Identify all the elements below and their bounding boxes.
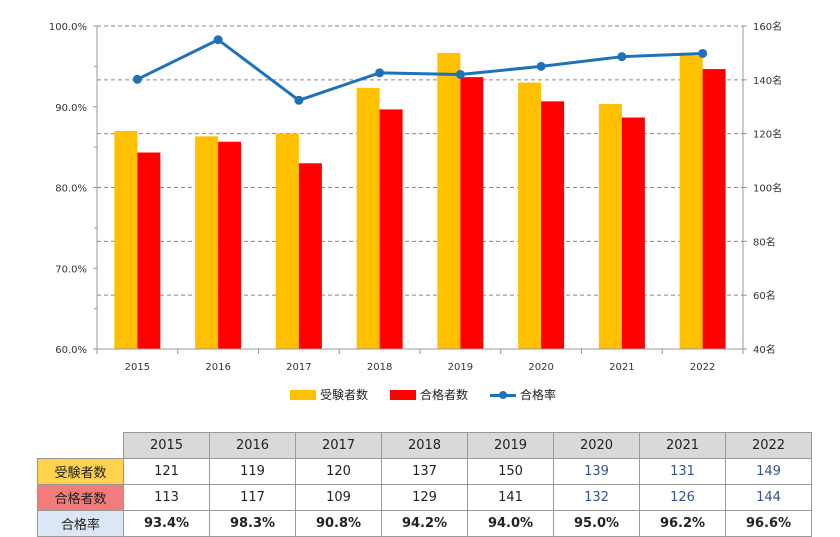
- table-cell: 149: [725, 458, 812, 485]
- left-tick-label: 70.0%: [55, 264, 87, 275]
- bar-exam: [598, 104, 622, 349]
- bar-pass: [379, 109, 403, 349]
- table-row-label: 合格率: [37, 510, 124, 537]
- legend-item-rate: 合格率: [490, 386, 556, 403]
- bar-pass: [702, 69, 726, 350]
- table-cell: 94.2%: [381, 510, 468, 537]
- table-year-header: 2018: [381, 432, 468, 459]
- bar-exam: [679, 55, 703, 349]
- x-tick-label: 2020: [528, 362, 553, 373]
- x-tick-label: 2019: [448, 362, 473, 373]
- rate-point: [132, 74, 142, 84]
- table-corner: [37, 432, 124, 459]
- bar-pass: [298, 163, 322, 349]
- rate-line: [136, 37, 703, 102]
- right-tick-label: 40名: [753, 343, 776, 356]
- table-cell: 117: [209, 484, 296, 511]
- rate-point: [617, 52, 627, 62]
- table-cell: 113: [123, 484, 210, 511]
- rate-point: [698, 48, 708, 58]
- x-tick-label: 2016: [205, 362, 230, 373]
- left-tick-label: 80.0%: [55, 184, 87, 195]
- table-cell: 98.3%: [209, 510, 296, 537]
- table-year-header: 2022: [725, 432, 812, 459]
- table-row-label: 合格者数: [37, 484, 124, 511]
- combo-chart: 60.0% 70.0% 80.0% 90.0% 100.0% 40名 60名 80名 100名 1…: [49, 20, 782, 373]
- table-cell: 132: [553, 484, 640, 511]
- table-cell: 93.4%: [123, 510, 210, 537]
- legend-label-pass: 合格者数: [420, 388, 469, 402]
- right-tick-label: 100名: [753, 182, 782, 195]
- x-tick-label: 2022: [690, 362, 715, 373]
- table-cell: 119: [209, 458, 296, 485]
- table-header-row: 2015 2016 2017 2018 2019 2020 2021 2022: [37, 432, 812, 459]
- table-row-label: 受験者数: [37, 458, 124, 485]
- bar-pass: [541, 101, 565, 349]
- table-cell: 141: [467, 484, 554, 511]
- right-tick-label: 160名: [753, 20, 782, 33]
- table-cell: 137: [381, 458, 468, 485]
- bar-exam: [114, 130, 138, 349]
- table-cell: 96.6%: [725, 510, 812, 537]
- bar-pass: [460, 77, 484, 350]
- legend-swatch-pass: [390, 389, 417, 400]
- left-tick-label: 90.0%: [55, 103, 87, 114]
- table-row-pass: 合格者数 113 117 109 129 141 132 126 144: [37, 484, 812, 511]
- right-tick-label: 140名: [753, 74, 782, 87]
- rate-point: [455, 69, 465, 79]
- legend-item-pass: 合格者数: [390, 386, 468, 403]
- rate-point: [213, 35, 223, 45]
- bar-exam: [195, 136, 219, 349]
- legend-label-exam: 受験者数: [320, 388, 369, 402]
- legend-swatch-rate: [490, 390, 517, 400]
- right-tick-label: 80名: [753, 235, 776, 248]
- right-tick-label: 60名: [753, 289, 776, 302]
- table-cell: 120: [295, 458, 382, 485]
- bar-exam: [518, 82, 542, 350]
- left-tick-label: 100.0%: [49, 22, 87, 33]
- x-tick-label: 2017: [286, 362, 311, 373]
- rate-point: [536, 61, 546, 71]
- bar-exam: [437, 52, 461, 350]
- bar-exam: [275, 133, 299, 349]
- table-cell: 144: [725, 484, 812, 511]
- table-cell: 131: [639, 458, 726, 485]
- legend-item-exam: 受験者数: [290, 386, 368, 403]
- table-row-rate: 合格率 93.4% 98.3% 90.8% 94.2% 94.0% 95.0% …: [37, 510, 812, 537]
- table-year-header: 2021: [639, 432, 726, 459]
- table-cell: 150: [467, 458, 554, 485]
- chart-legend: 受験者数 合格者数 合格率: [290, 386, 556, 403]
- table-cell: 96.2%: [639, 510, 726, 537]
- table-cell: 126: [639, 484, 726, 511]
- data-table: 2015 2016 2017 2018 2019 2020 2021 2022 …: [37, 432, 812, 537]
- bar-pass: [218, 141, 242, 349]
- right-tick-label: 120名: [753, 128, 782, 141]
- legend-label-rate: 合格率: [520, 388, 557, 402]
- bar-exam: [356, 87, 380, 350]
- x-tick-label: 2018: [367, 362, 392, 373]
- table-cell: 129: [381, 484, 468, 511]
- x-tick-label: 2015: [125, 362, 150, 373]
- table-year-header: 2019: [467, 432, 554, 459]
- rate-point: [294, 95, 304, 105]
- table-cell: 95.0%: [553, 510, 640, 537]
- bar-pass: [137, 152, 161, 349]
- table-cell: 90.8%: [295, 510, 382, 537]
- table-cell: 121: [123, 458, 210, 485]
- rate-point: [375, 68, 385, 78]
- legend-swatch-exam: [290, 389, 316, 400]
- bar-pass: [621, 117, 645, 350]
- table-cell: 139: [553, 458, 640, 485]
- table-cell: 109: [295, 484, 382, 511]
- table-row-exam: 受験者数 121 119 120 137 150 139 131 149: [37, 458, 812, 485]
- x-tick-label: 2021: [609, 362, 634, 373]
- table-year-header: 2020: [553, 432, 640, 459]
- left-tick-label: 60.0%: [55, 345, 87, 356]
- table-year-header: 2017: [295, 432, 382, 459]
- table-year-header: 2016: [209, 432, 296, 459]
- table-year-header: 2015: [123, 432, 210, 459]
- table-cell: 94.0%: [467, 510, 554, 537]
